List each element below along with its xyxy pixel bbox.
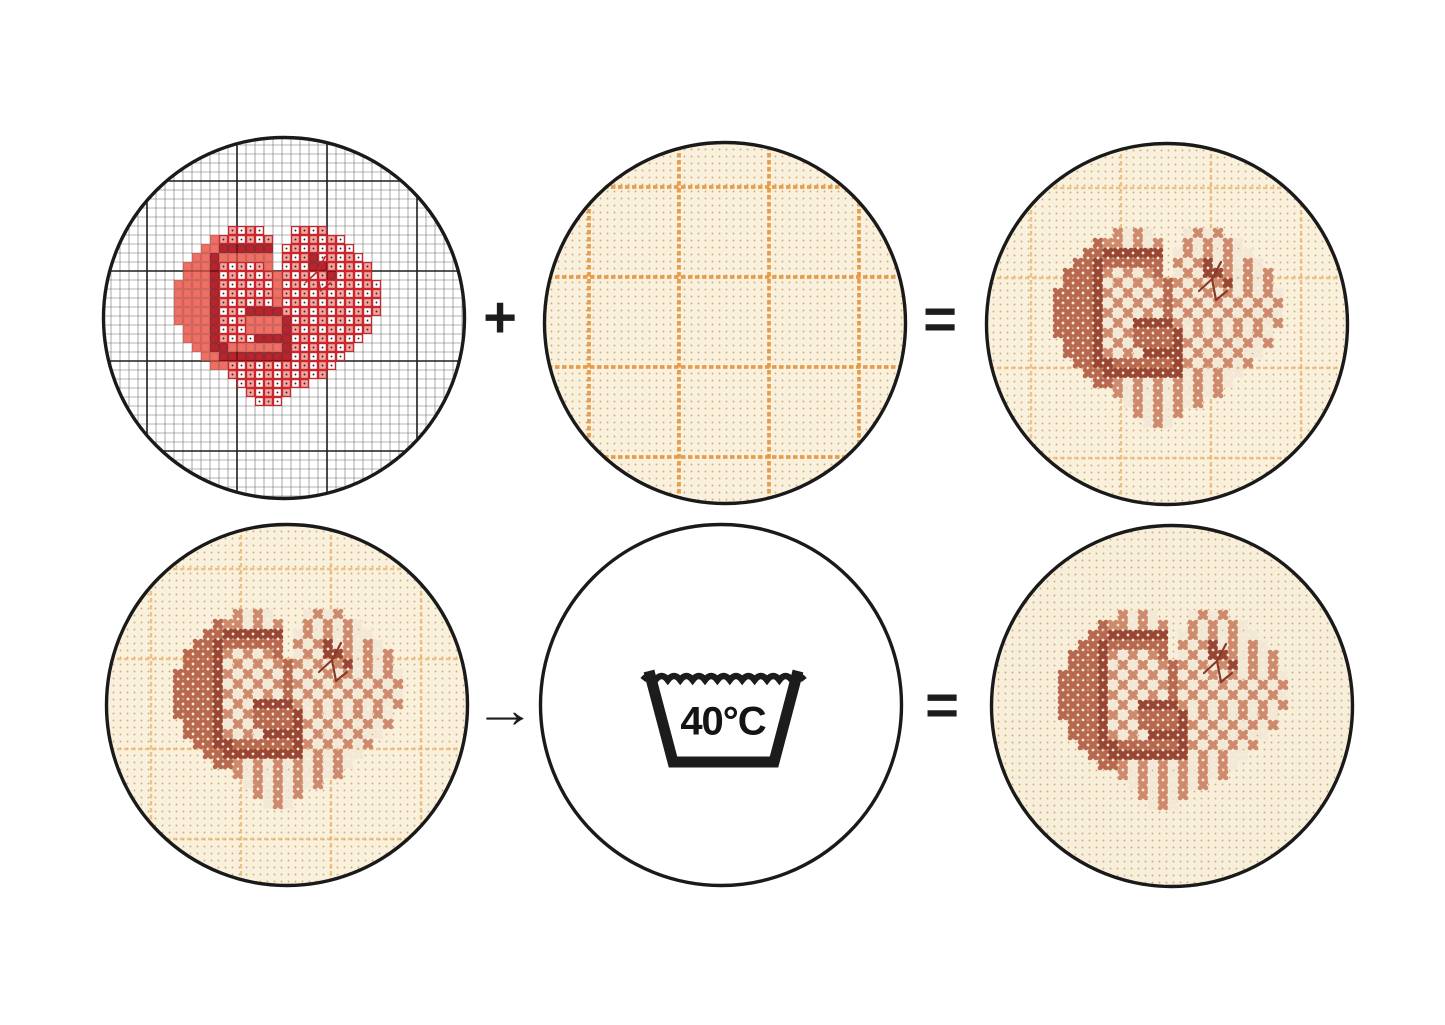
stitched-on-grid-fabric-circle-bottom xyxy=(103,521,471,889)
arrow-operator: → xyxy=(473,682,537,738)
wash-40c-icon xyxy=(538,522,904,888)
pattern-chart-graphic xyxy=(101,135,467,501)
wash-instruction-circle: 40°C xyxy=(537,521,905,889)
washed-stitched-graphic xyxy=(989,523,1355,889)
plus-operator: + xyxy=(483,285,517,350)
equals-operator-bottom: = xyxy=(925,673,959,738)
stitched-graphic xyxy=(104,522,470,888)
temperature-label: 40°C xyxy=(680,699,766,744)
aida-fabric-graphic xyxy=(542,140,908,506)
pattern-chart-circle xyxy=(100,134,468,502)
equals-operator-top: = xyxy=(923,287,957,352)
blank-aida-fabric-circle xyxy=(541,139,909,507)
stitched-on-grid-fabric-circle-top xyxy=(983,140,1351,508)
stitched-graphic xyxy=(984,141,1350,507)
washed-result-circle xyxy=(988,522,1356,890)
